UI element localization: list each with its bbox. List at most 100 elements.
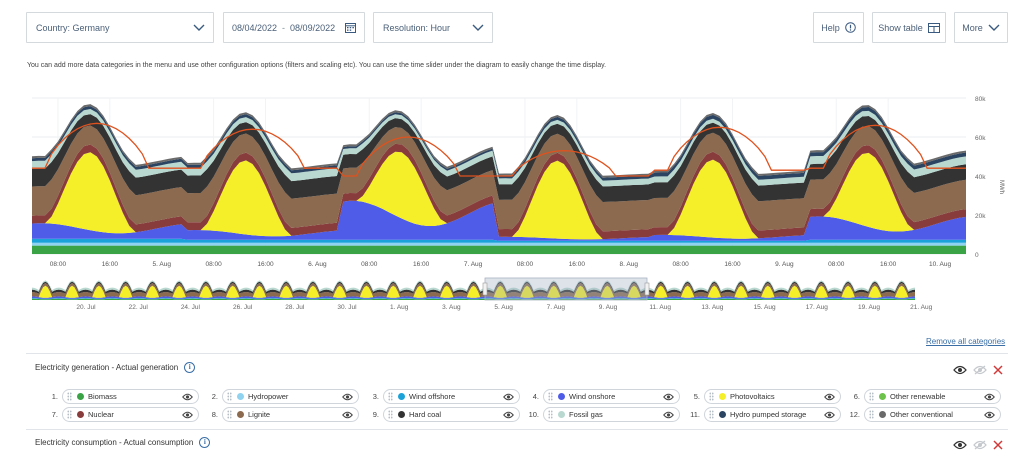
country-select[interactable]: Country: Germany — [26, 12, 214, 43]
category-chip[interactable]: 4. Wind onshore — [533, 389, 680, 404]
category-color-dot — [558, 393, 565, 400]
close-icon[interactable] — [993, 362, 1003, 380]
category-chip[interactable]: 1. Biomass — [52, 389, 199, 404]
category-chip-box[interactable]: Hydro pumped storage — [704, 407, 841, 422]
category-chip-box[interactable]: Other conventional — [864, 407, 1001, 422]
drag-handle-icon[interactable] — [227, 410, 232, 419]
date-separator: - — [282, 22, 286, 33]
category-color-dot — [77, 393, 84, 400]
drag-handle-icon[interactable] — [709, 392, 714, 401]
show-table-button[interactable]: Show table — [872, 12, 946, 43]
eye-icon[interactable] — [663, 393, 674, 403]
date-from[interactable]: 08/04/2022 — [232, 22, 278, 33]
chevron-down-icon — [193, 24, 205, 32]
time-slider-tick-label: 21. Aug — [910, 304, 932, 311]
category-chip[interactable]: 8. Lignite — [212, 407, 359, 422]
more-button-label: More — [962, 22, 983, 33]
eye-icon[interactable] — [342, 393, 353, 403]
eye-icon[interactable] — [953, 362, 967, 380]
area-wind-offshore — [32, 238, 966, 243]
category-chip-box[interactable]: Wind onshore — [543, 389, 680, 404]
category-chip-box[interactable]: Nuclear — [62, 407, 199, 422]
drag-handle-icon[interactable] — [388, 392, 393, 401]
category-label: Nuclear — [88, 410, 114, 419]
category-label: Lignite — [248, 410, 271, 419]
generation-section-header: Electricity generation - Actual generati… — [35, 362, 196, 373]
eye-icon[interactable] — [984, 393, 995, 403]
category-chip-box[interactable]: Hard coal — [383, 407, 520, 422]
area-fossil-gas — [32, 109, 966, 187]
category-color-dot — [77, 411, 84, 418]
consumption-series-line — [32, 122, 966, 177]
remove-all-categories-link[interactable]: Remove all categories — [926, 337, 1006, 346]
category-color-dot — [879, 393, 886, 400]
category-chip[interactable]: 6. Other renewable — [854, 389, 1001, 404]
category-label: Hydropower — [248, 392, 289, 401]
time-slider-area — [32, 285, 915, 298]
eye-off-icon[interactable] — [973, 362, 987, 380]
time-slider-tick-label: 3. Aug — [442, 304, 461, 311]
drag-handle-icon[interactable] — [67, 410, 72, 419]
category-number: 2. — [211, 392, 218, 401]
category-chip-box[interactable]: Other renewable — [864, 389, 1001, 404]
drag-handle-icon[interactable] — [227, 392, 232, 401]
category-chip[interactable]: 5. Photovoltaics — [694, 389, 841, 404]
drag-handle-icon[interactable] — [869, 392, 874, 401]
resolution-select[interactable]: Resolution: Hour — [373, 12, 493, 43]
eye-icon[interactable] — [182, 411, 193, 421]
drag-handle-icon[interactable] — [67, 392, 72, 401]
category-chip[interactable]: 2. Hydropower — [212, 389, 359, 404]
stacked-area-chart[interactable]: 0 20k 40k 60k 80k MWh 08:00 16:00 5. Aug 08:00 16… — [0, 90, 1024, 272]
eye-icon[interactable] — [824, 411, 835, 421]
x-tick-label: 08:00 — [361, 261, 378, 268]
category-chip[interactable]: 10. Fossil gas — [529, 407, 680, 422]
category-color-dot — [237, 393, 244, 400]
more-menu-button[interactable]: More — [954, 12, 1008, 43]
category-number: 12. — [849, 410, 860, 419]
category-chip-box[interactable]: Lignite — [222, 407, 359, 422]
drag-handle-icon[interactable] — [869, 410, 874, 419]
category-label: Biomass — [88, 392, 117, 401]
help-button[interactable]: Help — [813, 12, 864, 43]
category-chip-box[interactable]: Biomass — [62, 389, 199, 404]
eye-icon[interactable] — [342, 411, 353, 421]
info-icon[interactable]: i — [184, 362, 196, 373]
category-chip[interactable]: 11. Hydro pumped storage — [690, 407, 841, 422]
category-label: Hydro pumped storage — [730, 410, 807, 419]
eye-icon[interactable] — [953, 437, 967, 451]
date-to[interactable]: 08/09/2022 — [290, 22, 336, 33]
category-chip[interactable]: 3. Wind offshore — [373, 389, 520, 404]
time-slider-tick-label: 15. Aug — [754, 304, 776, 311]
category-chip-box[interactable]: Wind offshore — [383, 389, 520, 404]
calendar-icon[interactable] — [345, 22, 356, 33]
eye-icon[interactable] — [824, 393, 835, 403]
eye-off-icon[interactable] — [973, 437, 987, 451]
category-number: 5. — [693, 392, 700, 401]
close-icon[interactable] — [993, 437, 1003, 451]
drag-handle-icon[interactable] — [388, 410, 393, 419]
info-icon[interactable]: i — [199, 437, 211, 448]
date-range-picker[interactable]: 08/04/2022 - 08/09/2022 — [223, 12, 365, 43]
category-number: 1. — [51, 392, 58, 401]
area-nuclear — [32, 143, 966, 240]
category-chip-box[interactable]: Fossil gas — [543, 407, 680, 422]
category-chip[interactable]: 9. Hard coal — [373, 407, 520, 422]
eye-icon[interactable] — [984, 411, 995, 421]
category-chip-box[interactable]: Hydropower — [222, 389, 359, 404]
eye-icon[interactable] — [182, 393, 193, 403]
time-slider[interactable]: 20. Jul 22. Jul 24. Jul 26. Jul 28. Jul 30. J… — [0, 276, 1024, 316]
category-chip[interactable]: 7. Nuclear — [52, 407, 199, 422]
category-label: Photovoltaics — [730, 392, 775, 401]
eye-icon[interactable] — [503, 393, 514, 403]
drag-handle-icon[interactable] — [548, 410, 553, 419]
drag-handle-icon[interactable] — [709, 410, 714, 419]
eye-icon[interactable] — [503, 411, 514, 421]
category-chip[interactable]: 12. Other conventional — [850, 407, 1001, 422]
eye-icon[interactable] — [663, 411, 674, 421]
drag-handle-icon[interactable] — [548, 392, 553, 401]
category-chip-box[interactable]: Photovoltaics — [704, 389, 841, 404]
time-slider-axis: 20. Jul 22. Jul 24. Jul 26. Jul 28. Jul 30. J… — [76, 304, 932, 311]
show-table-button-label: Show table — [878, 22, 923, 33]
x-tick-label: 7. Aug — [464, 261, 483, 268]
x-tick-label: 08:00 — [50, 261, 67, 268]
